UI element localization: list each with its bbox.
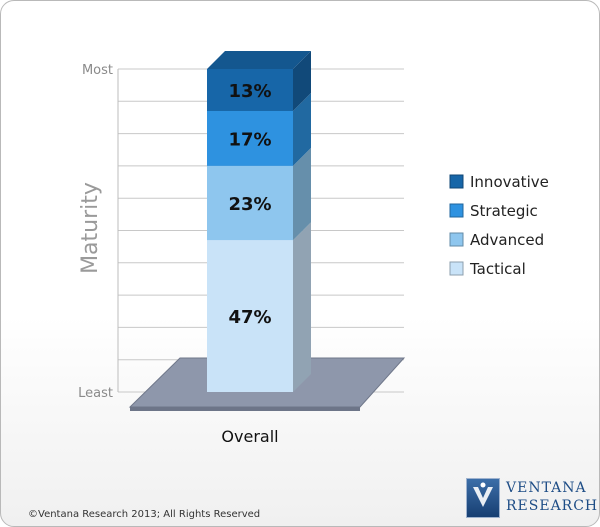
bar-side-tactical: [293, 222, 311, 392]
bar-segment-tactical: [207, 240, 293, 392]
y-axis: Most Least Maturity: [78, 63, 113, 401]
logo-mark-icon: [466, 478, 500, 518]
x-category-label: Overall: [221, 427, 278, 446]
bar-segment-strategic: [207, 110, 293, 166]
legend-label-innovative: Innovative: [470, 173, 549, 191]
legend-label-advanced: Advanced: [470, 231, 544, 249]
legend-swatch-innovative: [449, 174, 464, 189]
y-axis-label: Maturity: [78, 182, 103, 274]
ventana-logo: VENTANA RESEARCH: [466, 478, 597, 518]
chart-floor-front: [130, 407, 360, 411]
bar-segment-advanced: [207, 165, 293, 241]
legend-swatch-strategic: [449, 203, 464, 218]
legend-label-strategic: Strategic: [470, 202, 538, 220]
legend-swatch-advanced: [449, 232, 464, 247]
bar-side-advanced: [293, 147, 311, 241]
data-label-tactical: 47%: [228, 307, 271, 328]
legend-label-tactical: Tactical: [469, 260, 526, 278]
logo-text-ventana: VENTANA: [506, 480, 587, 496]
legend: Innovative Strategic Advanced Tactical: [449, 173, 549, 278]
legend-swatch-tactical: [449, 261, 464, 276]
bar-top-face: [207, 51, 311, 69]
data-labels: 47% 23% 17% 13%: [228, 81, 271, 328]
y-tick-most: Most: [82, 63, 113, 78]
bar-side-strategic: [293, 92, 311, 166]
logo-text-research: RESEARCH: [506, 498, 599, 514]
data-label-advanced: 23%: [228, 194, 271, 215]
y-tick-least: Least: [78, 386, 113, 401]
data-label-innovative: 13%: [228, 81, 271, 102]
bar-stack: [207, 51, 311, 392]
copyright-text: ©Ventana Research 2013; All Rights Reser…: [28, 509, 261, 520]
data-label-strategic: 17%: [228, 129, 271, 150]
bar-side-innovative: [293, 51, 311, 111]
bar-segment-innovative: [207, 69, 293, 111]
